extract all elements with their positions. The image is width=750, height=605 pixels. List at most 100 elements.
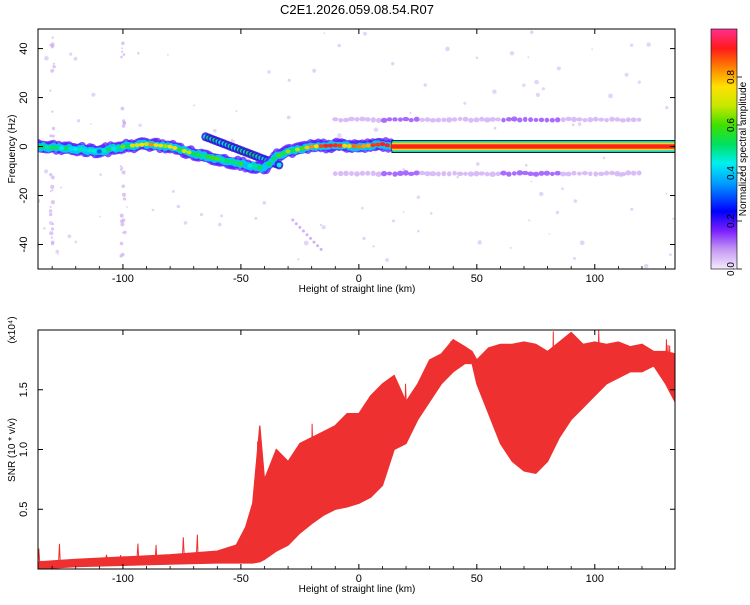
sideband-blob <box>468 117 474 123</box>
sideband-blob <box>408 118 414 123</box>
sideband-blob <box>598 117 605 122</box>
ridge-core <box>327 143 334 148</box>
noise-speck <box>362 236 366 241</box>
ridge-core <box>332 143 338 148</box>
noise-speck <box>665 192 668 195</box>
noise-speck <box>51 126 56 131</box>
noise-speck <box>646 42 651 47</box>
ridge-core <box>224 158 230 163</box>
y-tick-label: 0.5 <box>18 502 30 517</box>
ridge-core <box>243 162 249 167</box>
ridge-core <box>181 149 187 153</box>
sideband-blob <box>538 170 545 176</box>
noise-speck <box>49 205 52 208</box>
ridge-core <box>238 161 244 166</box>
noise-speck <box>319 223 323 227</box>
colorbar-label: Normalized spectral amplitude <box>738 81 749 216</box>
ridge-core <box>318 144 324 149</box>
sideband-blob <box>587 117 594 123</box>
sideband-blob <box>500 170 507 176</box>
colorbar-tick-label: 0.8 <box>726 70 737 84</box>
sideband-blob <box>392 171 398 177</box>
sideband-blob <box>505 117 512 122</box>
noise-speck <box>629 43 634 47</box>
noise-speck <box>294 222 298 226</box>
ridge-core <box>177 147 183 152</box>
noise-speck <box>409 111 412 114</box>
sideband-blob <box>489 117 496 122</box>
sideband-blob <box>456 171 464 176</box>
ridge-core <box>375 142 381 147</box>
noise-speck <box>121 50 124 53</box>
noise-speck <box>49 134 53 138</box>
noise-speck <box>509 51 515 56</box>
colorbar: 0.0 0.2 0.4 0.6 0.8 Normalized spectral ampl… <box>710 28 749 276</box>
noise-speck <box>417 229 420 233</box>
noise-speck <box>44 55 49 61</box>
noise-speck <box>391 62 395 66</box>
sideband-blob <box>516 170 523 176</box>
noise-speck <box>90 123 92 125</box>
sideband-blob <box>424 171 431 177</box>
sideband-blob <box>571 170 577 176</box>
ridge-core <box>247 163 253 168</box>
x-tick-label: -100 <box>112 273 134 285</box>
ridge-core <box>271 156 277 161</box>
sideband-blob <box>483 117 491 123</box>
ridge-core <box>195 152 201 157</box>
noise-speck <box>637 80 641 84</box>
sideband-blob <box>398 117 403 122</box>
x-tick-label: 0 <box>356 273 362 285</box>
noise-speck <box>573 257 576 260</box>
colorbar-tick-label: 0.6 <box>726 118 737 132</box>
noise-speck <box>121 47 123 50</box>
y-tick-label: -40 <box>18 237 30 253</box>
sideband-blob <box>593 116 599 122</box>
sideband-blob <box>332 117 339 122</box>
noise-speck <box>50 69 55 73</box>
noise-speck <box>50 236 54 239</box>
ridge-core <box>294 147 301 152</box>
noise-speck <box>372 245 375 248</box>
noise-speck <box>77 119 81 123</box>
noise-speck <box>52 65 56 69</box>
noise-speck <box>385 258 389 262</box>
ridge-core <box>115 145 121 150</box>
sideband-blob <box>452 170 457 176</box>
noise-speck <box>363 31 367 36</box>
noise-speck <box>429 212 433 215</box>
sideband-blob <box>555 117 561 123</box>
noise-speck <box>309 236 312 240</box>
colorbar-tick-label: 0.4 <box>726 166 737 180</box>
sideband-blob <box>630 117 637 123</box>
ridge-core <box>125 144 131 149</box>
noise-speck <box>57 253 59 256</box>
ridge-core <box>162 144 168 149</box>
ridge-core <box>148 142 154 147</box>
sideband-blob <box>614 117 621 122</box>
sideband-blob <box>473 171 480 177</box>
noise-speck <box>591 48 593 51</box>
ridge-core <box>87 148 93 153</box>
noise-speck <box>297 258 300 261</box>
ridge-core <box>101 148 107 153</box>
noise-speck <box>254 216 258 220</box>
noise-speck <box>49 173 53 177</box>
noise-speck <box>534 79 539 85</box>
sideband-blob <box>593 171 598 177</box>
sideband-blob <box>597 171 605 176</box>
noise-speck <box>321 225 326 230</box>
y-tick-label: 1.0 <box>18 442 30 457</box>
ridge-core <box>214 156 220 161</box>
sideband-blob <box>446 117 453 123</box>
snr-y-multiplier: (x10⁴) <box>7 316 18 343</box>
noise-speck <box>122 119 126 123</box>
noise-speck <box>316 244 320 248</box>
noise-speck <box>51 134 55 138</box>
noise-speck <box>530 30 534 34</box>
noise-speck <box>493 126 497 130</box>
sideband-blob <box>631 170 637 176</box>
ridge-core <box>143 142 150 147</box>
sideband-blob <box>582 118 588 123</box>
snr-x-label: Height of straight line (km) <box>299 584 416 595</box>
